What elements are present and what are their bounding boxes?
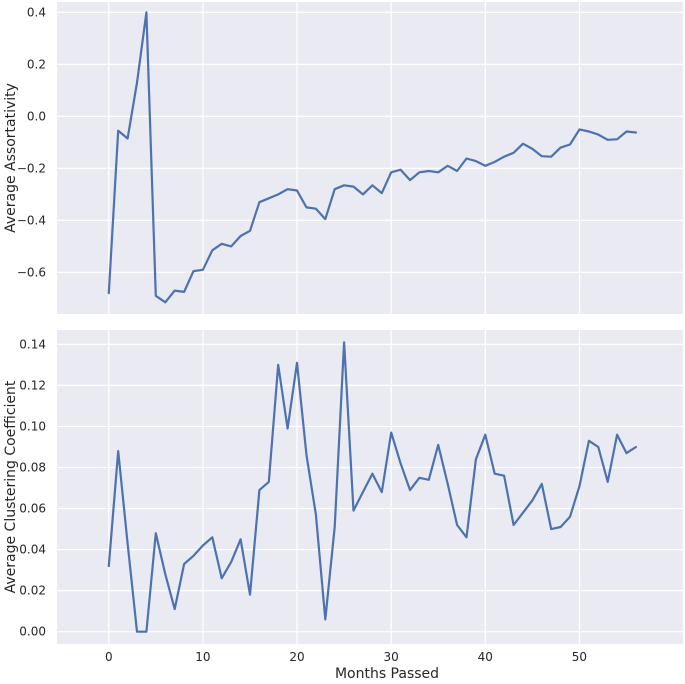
assortativity-chart: −0.6 −0.4 −0.2 0.0 0.2 0.4 Average Assortativ… [3,2,683,314]
assortativity-series-line [107,11,637,304]
assortativity-y-tick-label: 0.0 [27,109,46,123]
clustering-grid [57,330,683,644]
assortativity-y-tick-label: −0.6 [17,265,46,279]
assortativity-y-tick-label: −0.4 [17,213,46,227]
clustering-x-tick-label: 10 [195,650,210,664]
clustering-x-tick-label: 0 [105,650,113,664]
assortativity-grid [57,2,683,314]
clustering-y-tick-label: 0.14 [19,337,46,351]
clustering-y-tick-label: 0.00 [19,625,46,639]
clustering-y-tick-label: 0.04 [19,543,46,557]
clustering-series-line [107,341,637,633]
assortativity-y-tick-label: −0.2 [17,161,46,175]
clustering-y-ticks: 0.00 0.02 0.04 0.06 0.08 0.10 0.12 0.14 [19,337,46,638]
clustering-x-tick-label: 50 [572,650,587,664]
clustering-chart: 0.00 0.02 0.04 0.06 0.08 0.10 0.12 0.14 0 10 20 30… [3,330,683,664]
assortativity-plot-area [57,2,683,314]
clustering-x-ticks: 0 10 20 30 40 50 [105,650,587,664]
clustering-x-tick-label: 30 [384,650,399,664]
x-axis-label: Months Passed [335,666,439,682]
assortativity-y-axis-label: Average Assortativity [3,83,19,233]
clustering-plot-area [57,330,683,644]
clustering-y-tick-label: 0.10 [19,419,46,433]
assortativity-y-ticks: −0.6 −0.4 −0.2 0.0 0.2 0.4 [17,5,46,279]
clustering-y-tick-label: 0.08 [19,461,46,475]
clustering-y-tick-label: 0.06 [19,502,46,516]
clustering-y-tick-label: 0.02 [19,584,46,598]
clustering-x-tick-label: 20 [289,650,304,664]
assortativity-y-tick-label: 0.4 [27,5,46,19]
clustering-x-tick-label: 40 [478,650,493,664]
clustering-y-tick-label: 0.12 [19,378,46,392]
assortativity-y-tick-label: 0.2 [27,57,46,71]
clustering-y-axis-label: Average Clustering Coefficient [3,380,19,593]
